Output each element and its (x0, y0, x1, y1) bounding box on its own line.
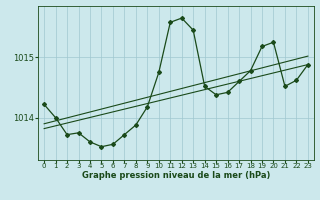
X-axis label: Graphe pression niveau de la mer (hPa): Graphe pression niveau de la mer (hPa) (82, 171, 270, 180)
